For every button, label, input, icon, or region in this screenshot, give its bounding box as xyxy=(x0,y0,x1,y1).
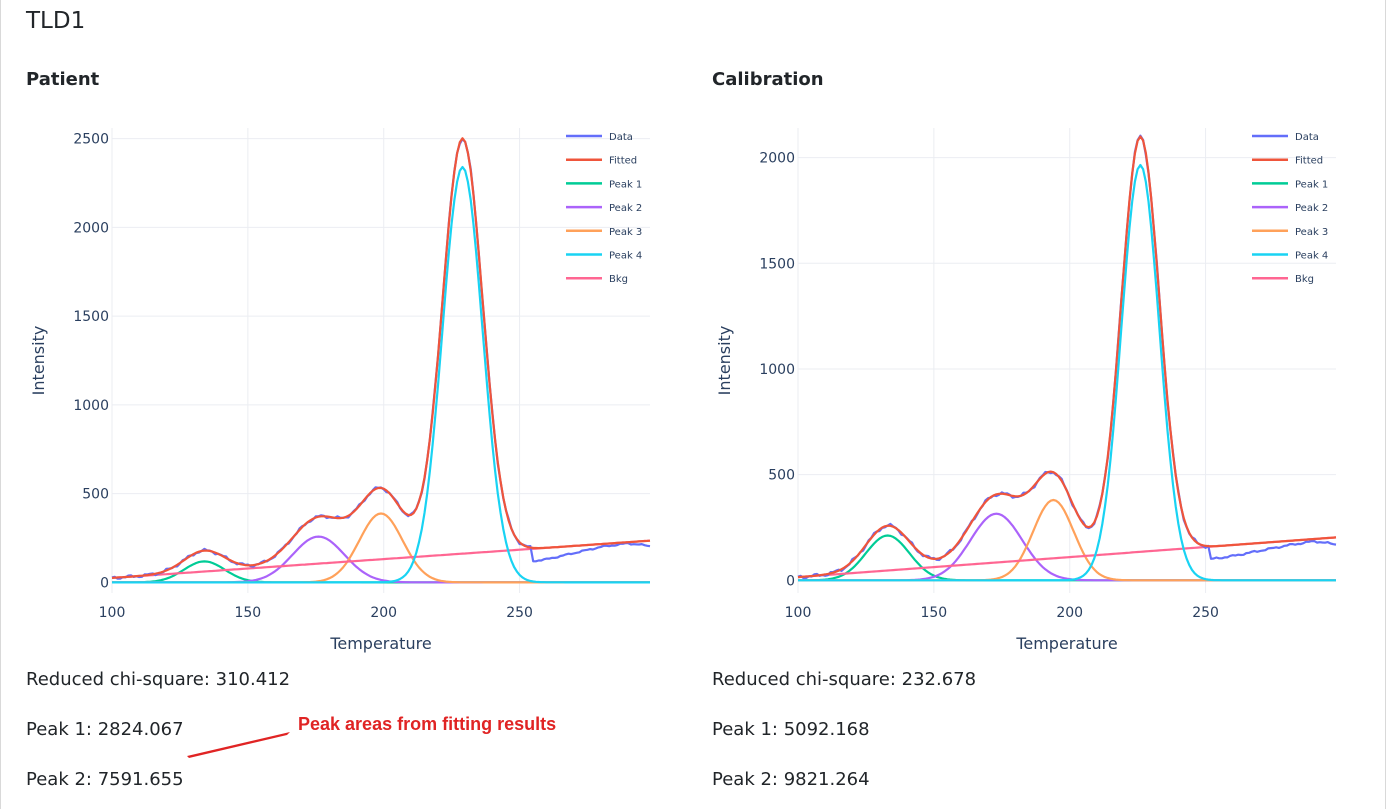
y-tick-label: 1500 xyxy=(73,309,109,325)
y-tick-label: 1000 xyxy=(759,362,795,378)
annotation-arrow-line xyxy=(187,732,290,758)
x-tick-label: 250 xyxy=(1192,605,1219,621)
x-axis-title: Temperature xyxy=(1015,634,1117,653)
legend-label[interactable]: Peak 2 xyxy=(609,203,642,214)
legend-label[interactable]: Peak 3 xyxy=(1295,227,1328,238)
y-tick-label: 0 xyxy=(100,575,109,591)
legend-label[interactable]: Peak 4 xyxy=(609,251,642,262)
legend-label[interactable]: Peak 2 xyxy=(1295,203,1328,214)
calibration-peak-1-area: Peak 1: 5092.168 xyxy=(712,719,870,740)
page-frame-left xyxy=(0,0,1,809)
patient-peak-1-area: Peak 1: 2824.067 xyxy=(26,719,184,740)
page-title: TLD1 xyxy=(26,8,86,34)
y-tick-label: 500 xyxy=(768,468,795,484)
x-tick-label: 150 xyxy=(234,605,261,621)
x-tick-label: 250 xyxy=(506,605,533,621)
series-line-peak-4[interactable] xyxy=(798,163,1336,582)
annotation-text: Peak areas from fitting results xyxy=(298,714,557,734)
legend-label[interactable]: Bkg xyxy=(609,274,628,285)
chart-legend[interactable]: Data Fitted Peak 1 Peak 2 Peak 3 Peak 4 Bkg xyxy=(1252,132,1328,285)
x-axis-title: Temperature xyxy=(329,634,431,653)
legend-label[interactable]: Data xyxy=(609,132,633,143)
legend-label[interactable]: Peak 1 xyxy=(609,179,642,190)
legend-label[interactable]: Peak 1 xyxy=(1295,179,1328,190)
series-line-fitted[interactable] xyxy=(797,135,1337,579)
x-tick-label: 150 xyxy=(920,605,947,621)
series-line-fitted[interactable] xyxy=(111,137,651,579)
patient-chart[interactable]: 100 150 200 250 0 500 1000 1500 2000 2500 Temperat… xyxy=(26,118,652,662)
patient-section-title: Patient xyxy=(26,69,100,90)
y-tick-label: 1500 xyxy=(759,256,795,272)
chart-svg: 100 150 200 250 0 500 1000 1500 2000 Temperature I… xyxy=(715,128,1337,653)
y-tick-label: 2000 xyxy=(759,151,795,167)
y-tick-label: 0 xyxy=(786,573,795,589)
y-axis-title: Intensity xyxy=(715,326,734,396)
y-tick-label: 2000 xyxy=(73,220,109,236)
calibration-section-title: Calibration xyxy=(712,69,824,90)
series-line-data[interactable] xyxy=(797,134,1337,580)
series-line-peak-4[interactable] xyxy=(112,165,650,584)
x-tick-label: 100 xyxy=(99,605,126,621)
patient-reduced-chi-square: Reduced chi-square: 310.412 xyxy=(26,669,291,690)
patient-peak-2-area: Peak 2: 7591.655 xyxy=(26,769,184,790)
chart-svg: 100 150 200 25005001000150020002500Temperat… xyxy=(29,128,651,653)
legend-label[interactable]: Bkg xyxy=(1295,274,1314,285)
calibration-peak-2-area: Peak 2: 9821.264 xyxy=(712,769,870,790)
annotation-arrow xyxy=(187,732,290,758)
y-tick-label: 500 xyxy=(82,487,109,503)
y-axis-title: Intensity xyxy=(29,326,48,396)
legend-label[interactable]: Fitted xyxy=(609,156,637,167)
plot-area xyxy=(797,134,1337,582)
x-tick-label: 100 xyxy=(785,605,812,621)
y-tick-label: 2500 xyxy=(73,132,109,148)
legend-label[interactable]: Data xyxy=(1295,132,1319,143)
legend-label[interactable]: Peak 4 xyxy=(1295,251,1328,262)
chart-legend[interactable]: Data Fitted Peak 1 Peak 2 Peak 3 Peak 4 Bkg xyxy=(566,132,642,285)
legend-label[interactable]: Fitted xyxy=(1295,156,1323,167)
x-tick-label: 200 xyxy=(370,605,397,621)
legend-label[interactable]: Peak 3 xyxy=(609,227,642,238)
y-tick-label: 1000 xyxy=(73,398,109,414)
plot-area xyxy=(111,137,651,584)
calibration-reduced-chi-square: Reduced chi-square: 232.678 xyxy=(712,669,977,690)
calibration-chart[interactable]: 100 150 200 250 0 500 1000 1500 2000 Temperature I… xyxy=(712,118,1338,662)
x-tick-label: 200 xyxy=(1056,605,1083,621)
